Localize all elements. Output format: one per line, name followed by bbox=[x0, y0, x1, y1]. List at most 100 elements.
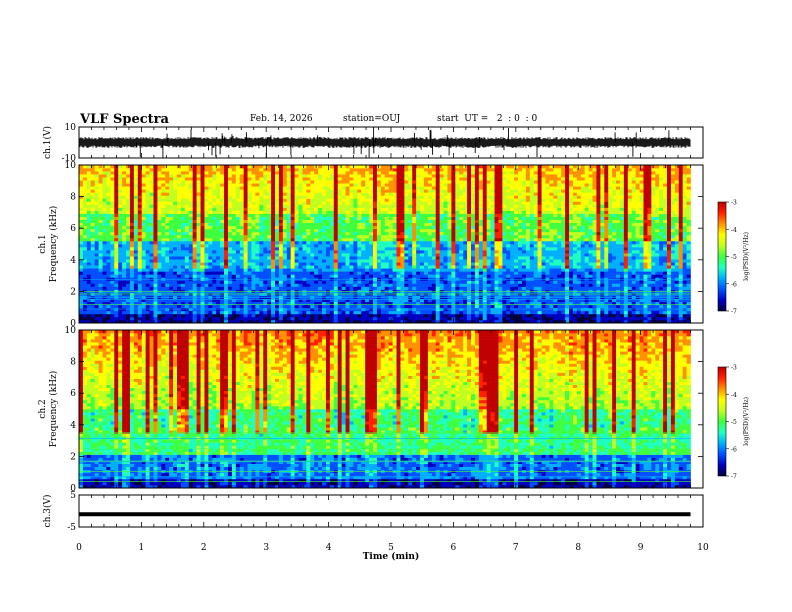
heatmap-cell bbox=[686, 313, 691, 318]
heatmap-cell bbox=[149, 286, 154, 290]
heatmap-cell bbox=[227, 250, 233, 254]
heatmap-cell bbox=[416, 286, 421, 290]
heatmap-cell bbox=[596, 234, 601, 239]
heatmap-cell bbox=[623, 256, 629, 260]
heatmap-cell bbox=[341, 286, 346, 290]
heatmap-cell bbox=[161, 259, 166, 263]
heatmap-cell bbox=[212, 250, 217, 254]
heatmap-cell bbox=[686, 295, 691, 299]
heatmap-cell bbox=[494, 228, 499, 233]
heatmap-cell bbox=[533, 286, 538, 290]
heatmap-cell bbox=[537, 265, 542, 269]
heatmap-cell bbox=[518, 280, 523, 284]
heatmap-cell bbox=[600, 277, 605, 281]
heatmap-cell bbox=[443, 301, 448, 306]
heatmap-cell bbox=[369, 301, 374, 306]
heatmap-cell bbox=[431, 253, 437, 257]
heatmap-cell bbox=[325, 234, 331, 239]
heatmap-cell bbox=[294, 310, 299, 315]
heatmap-cell bbox=[200, 271, 205, 275]
heatmap-cell bbox=[122, 231, 127, 236]
heatmap-cell bbox=[133, 274, 139, 278]
heatmap-cell bbox=[561, 256, 566, 260]
heatmap-cell bbox=[349, 319, 354, 324]
heatmap-cell bbox=[600, 234, 605, 239]
heatmap-cell bbox=[435, 310, 440, 315]
heatmap-cell bbox=[227, 271, 233, 275]
heatmap-cell bbox=[169, 237, 174, 242]
heatmap-cell bbox=[220, 256, 225, 260]
heatmap-cell bbox=[349, 228, 354, 233]
heatmap-cell bbox=[102, 259, 107, 263]
heatmap-cell bbox=[619, 262, 625, 266]
heatmap-cell bbox=[259, 253, 264, 257]
heatmap-cell bbox=[557, 316, 562, 321]
heatmap-cell bbox=[635, 247, 640, 251]
heatmap-cell bbox=[255, 283, 260, 287]
heatmap-cell bbox=[208, 265, 213, 269]
heatmap-cell bbox=[373, 265, 378, 269]
heatmap-cell bbox=[118, 225, 123, 230]
heatmap-cell bbox=[604, 313, 609, 318]
heatmap-cell bbox=[400, 259, 405, 263]
heatmap-cell bbox=[298, 286, 303, 290]
heatmap-cell bbox=[376, 237, 382, 242]
heatmap-cell bbox=[588, 265, 593, 269]
heatmap-cell bbox=[177, 307, 182, 312]
heatmap-cell bbox=[216, 280, 221, 284]
heatmap-cell bbox=[157, 319, 162, 324]
heatmap-cell bbox=[208, 286, 213, 290]
heatmap-cell bbox=[674, 268, 680, 272]
heatmap-cell bbox=[482, 271, 487, 275]
heatmap-cell bbox=[353, 295, 358, 299]
heatmap-cell bbox=[126, 310, 131, 315]
heatmap-cell bbox=[588, 250, 593, 254]
heatmap-cell bbox=[608, 265, 613, 269]
heatmap-cell bbox=[686, 283, 691, 287]
heatmap-cell bbox=[337, 286, 342, 290]
heatmap-cell bbox=[376, 268, 382, 272]
heatmap-cell bbox=[98, 240, 103, 245]
heatmap-cell bbox=[686, 310, 691, 315]
heatmap-cell bbox=[408, 228, 413, 233]
heatmap-cell bbox=[369, 310, 374, 315]
heatmap-cell bbox=[365, 316, 370, 321]
heatmap-cell bbox=[678, 319, 683, 324]
heatmap-cell bbox=[580, 247, 585, 251]
heatmap-cell bbox=[549, 256, 554, 260]
heatmap-cell bbox=[521, 274, 527, 278]
heatmap-cell bbox=[231, 313, 237, 318]
heatmap-cell bbox=[349, 259, 354, 263]
heatmap-cell bbox=[192, 237, 197, 242]
heatmap-cell bbox=[314, 271, 319, 275]
heatmap-cell bbox=[373, 295, 378, 299]
heatmap-cell bbox=[216, 310, 221, 315]
heatmap-cell bbox=[647, 319, 652, 324]
heatmap-cell bbox=[204, 319, 209, 324]
heatmap-cell bbox=[82, 262, 88, 266]
heatmap-cell bbox=[212, 298, 217, 303]
heatmap-cell bbox=[439, 237, 444, 242]
heatmap-cell bbox=[294, 247, 299, 251]
heatmap-cell bbox=[674, 286, 680, 290]
heatmap-cell bbox=[298, 259, 303, 263]
heatmap-cell bbox=[439, 295, 444, 299]
heatmap-cell bbox=[678, 244, 683, 248]
heatmap-cell bbox=[373, 256, 378, 260]
heatmap-cell bbox=[521, 280, 527, 284]
heatmap-cell bbox=[376, 280, 382, 284]
heatmap-cell bbox=[412, 256, 417, 260]
heatmap-cell bbox=[94, 250, 99, 254]
heatmap-cell bbox=[439, 240, 444, 245]
heatmap-cell bbox=[631, 256, 636, 260]
heatmap-cell bbox=[427, 271, 433, 275]
heatmap-cell bbox=[404, 319, 409, 324]
heatmap-cell bbox=[392, 319, 397, 324]
heatmap-cell bbox=[310, 231, 315, 236]
heatmap-cell bbox=[631, 298, 636, 303]
heatmap-cell bbox=[490, 231, 495, 236]
heatmap-cell bbox=[239, 271, 244, 275]
heatmap-cell bbox=[227, 247, 233, 251]
heatmap-cell bbox=[686, 268, 691, 272]
heatmap-cell bbox=[545, 274, 550, 278]
